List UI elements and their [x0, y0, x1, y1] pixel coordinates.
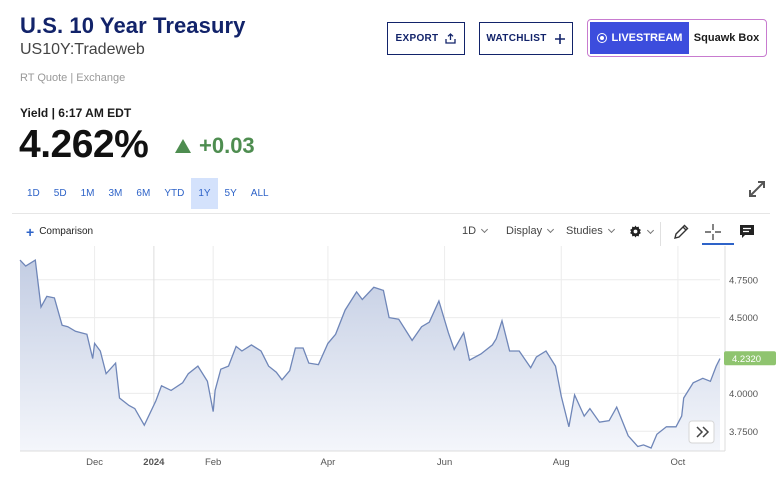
y-tick-label: 4.0000 [729, 389, 758, 400]
range-1d[interactable]: 1D [27, 188, 40, 199]
scroll-forward-button[interactable] [688, 420, 715, 444]
last-price: 4.262% [19, 123, 149, 166]
plus-icon [554, 33, 565, 44]
y-tick-label: 3.7500 [729, 427, 758, 438]
time-range-tabs: 1D 5D 1M 3M 6M YTD 1Y 5Y ALL [20, 178, 276, 209]
live-dot-icon [596, 33, 607, 43]
yield-chart[interactable]: 4.75004.50004.25004.00003.7500Dec2024Feb… [0, 246, 780, 489]
yield-timestamp: Yield | 6:17 AM EDT [20, 106, 132, 120]
display-label: Display [506, 225, 543, 237]
studies-label: Studies [566, 225, 603, 237]
up-arrow-icon [175, 139, 191, 153]
settings-select[interactable] [629, 225, 655, 238]
crosshair-icon[interactable] [704, 223, 722, 241]
last-value-label: 4.2320 [732, 354, 761, 365]
last-value-badge: 4.2320 [724, 351, 776, 366]
x-tick-label: Jun [437, 457, 452, 468]
x-tick-label: Feb [205, 457, 221, 468]
y-tick-label: 4.7500 [729, 275, 758, 286]
gear-icon [630, 225, 641, 238]
expand-icon[interactable] [746, 178, 768, 200]
chevron-down-icon [607, 225, 615, 234]
comparison-label: Comparison [39, 226, 94, 237]
range-5d[interactable]: 5D [53, 188, 67, 199]
watchlist-button[interactable]: WATCHLIST [479, 22, 573, 55]
x-tick-label: 2024 [143, 457, 165, 468]
range-all[interactable]: ALL [250, 188, 269, 199]
comparison-button[interactable]: + Comparison [26, 223, 94, 240]
page-title: U.S. 10 Year Treasury [20, 13, 246, 38]
crosshair-active-indicator [702, 243, 734, 245]
watchlist-label: WATCHLIST [486, 33, 547, 44]
livestream-button[interactable]: LIVESTREAM [590, 22, 689, 54]
x-tick-label: Oct [671, 457, 686, 468]
range-ytd[interactable]: YTD [164, 188, 185, 199]
x-tick-label: Dec [86, 457, 103, 468]
range-3m[interactable]: 3M [108, 188, 123, 199]
share-icon [445, 33, 457, 44]
x-tick-label: Aug [553, 457, 570, 468]
display-select[interactable]: Display [506, 225, 555, 237]
yield-area [20, 260, 720, 451]
y-tick-label: 4.5000 [729, 313, 758, 324]
interval-select[interactable]: 1D [462, 225, 489, 237]
squawk-box-link[interactable]: Squawk Box [693, 32, 760, 44]
export-label: EXPORT [395, 33, 439, 44]
symbol-label: US10Y:Tradeweb [20, 41, 145, 58]
price-change: +0.03 [175, 133, 255, 159]
export-button[interactable]: EXPORT [387, 22, 465, 55]
interval-label: 1D [462, 225, 477, 237]
comment-icon[interactable] [738, 223, 756, 241]
range-1m[interactable]: 1M [80, 188, 95, 199]
yield-line [19, 259, 721, 449]
pencil-icon[interactable] [672, 223, 690, 241]
chevron-down-icon [481, 225, 489, 234]
chevron-down-icon [646, 226, 655, 234]
double-chevron-right-icon [696, 426, 710, 438]
range-5y[interactable]: 5Y [224, 188, 237, 199]
range-6m[interactable]: 6M [136, 188, 151, 199]
quote-source-label: RT Quote | Exchange [20, 72, 126, 84]
change-value: +0.03 [199, 133, 255, 158]
toolbar-divider [660, 222, 661, 246]
chart-toolbar: + Comparison 1D Display Studies [12, 213, 770, 246]
plus-icon: + [26, 223, 35, 240]
range-1y[interactable]: 1Y [191, 178, 218, 209]
livestream-panel: LIVESTREAM Squawk Box [587, 19, 767, 57]
livestream-label: LIVESTREAM [611, 32, 683, 44]
studies-select[interactable]: Studies [566, 225, 615, 237]
x-tick-label: Apr [321, 457, 336, 468]
chevron-down-icon [547, 225, 555, 234]
